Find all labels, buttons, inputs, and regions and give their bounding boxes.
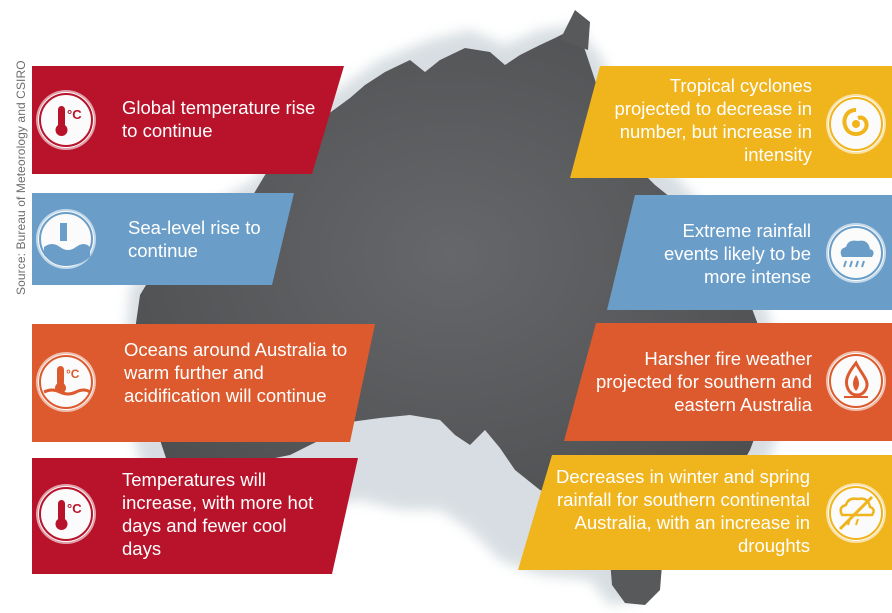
- ocean-warming-icon: °C: [38, 354, 94, 410]
- panel-text: Temperatures will increase, with more ho…: [122, 469, 314, 559]
- fire-icon: [828, 353, 884, 409]
- rain-cloud-icon: [828, 225, 884, 281]
- panel-text: Decreases in winter and spring rainfall …: [556, 466, 810, 556]
- thermometer-celsius-icon: °C: [38, 486, 94, 542]
- panel-text: Extreme rainfall events likely to be mor…: [663, 220, 811, 287]
- no-rain-icon: [828, 485, 884, 541]
- panel-global-temperature: °C Global temperature rise to continue: [32, 66, 352, 174]
- panel-cyclones: Tropical cyclones projected to decrease …: [570, 66, 892, 178]
- panel-text: Tropical cyclones projected to decrease …: [614, 75, 812, 165]
- panel-text: Global temperature rise to continue: [122, 97, 316, 141]
- thermometer-celsius-icon: °C: [38, 92, 94, 148]
- panel-oceans: °C Oceans around Australia to warm furth…: [32, 324, 377, 442]
- cyclone-icon: [828, 96, 884, 152]
- panel-text: Oceans around Australia to warm further …: [124, 339, 348, 406]
- svg-text:°C: °C: [67, 501, 82, 516]
- panel-text: Harsher fire weather projected for south…: [596, 348, 812, 415]
- svg-text:°C: °C: [66, 367, 80, 381]
- panel-droughts: Decreases in winter and spring rainfall …: [518, 455, 892, 570]
- panel-fire-weather: Harsher fire weather projected for south…: [564, 323, 892, 441]
- sea-level-icon: [38, 211, 94, 267]
- panel-text: Sea-level rise to continue: [128, 217, 261, 261]
- panel-sea-level: Sea-level rise to continue: [32, 193, 302, 285]
- svg-text:°C: °C: [67, 107, 82, 122]
- panel-rainfall: Extreme rainfall events likely to be mor…: [607, 195, 892, 310]
- panel-temperatures: °C Temperatures will increase, with more…: [32, 458, 362, 574]
